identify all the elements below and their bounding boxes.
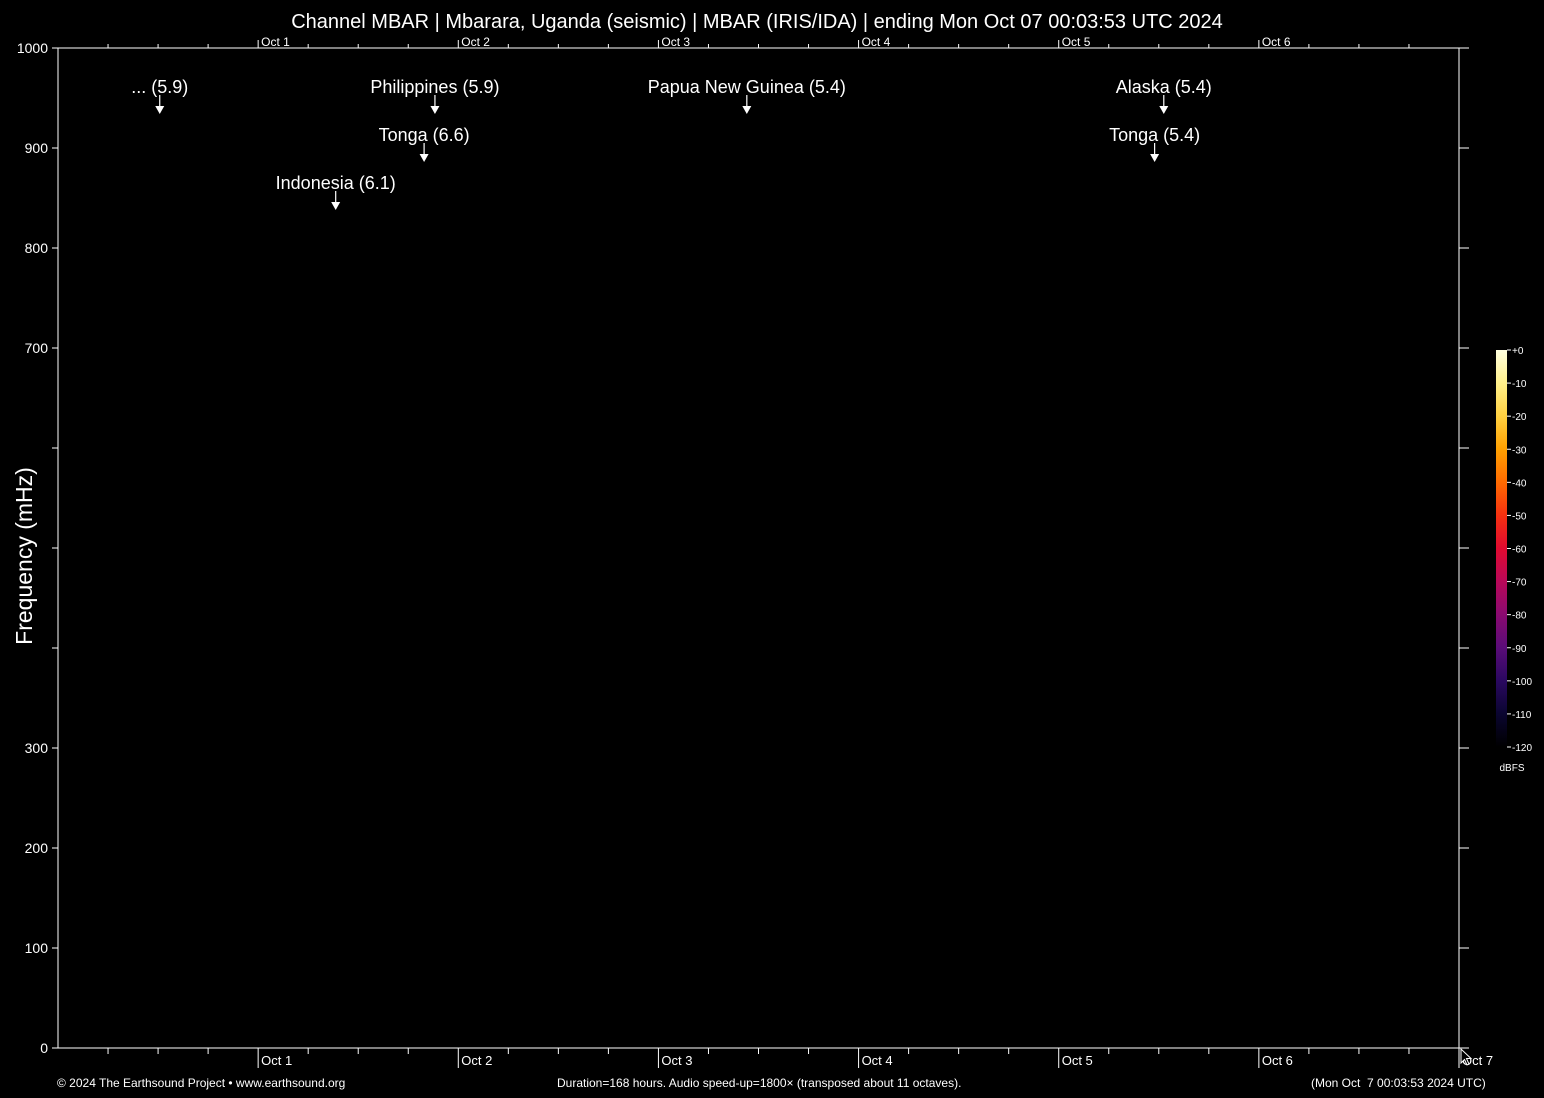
y-tick-label: 700 <box>25 340 49 356</box>
event-arrow-head <box>742 106 752 114</box>
colorbar-unit-label: dBFS <box>1499 763 1524 774</box>
y-tick-label: 800 <box>25 240 49 256</box>
event-label: Papua New Guinea (5.4) <box>648 77 846 97</box>
chart-title: Channel MBAR | Mbarara, Uganda (seismic)… <box>291 11 1223 33</box>
colorbar-tick-label: -50 <box>1512 511 1527 522</box>
colorbar-tick-label: -90 <box>1512 644 1527 655</box>
y-tick-label: 200 <box>25 840 49 856</box>
mouse-cursor-icon <box>1460 1047 1473 1066</box>
event-markers: ... (5.9) Philippines (5.9) Papua New Guin… <box>131 77 1212 210</box>
event-arrow-head <box>1159 106 1169 114</box>
event-arrow-head <box>155 106 165 114</box>
footer-timestamp: (Mon Oct 7 00:03:53 2024 UTC) <box>1311 1076 1486 1090</box>
x-tick-label-bottom: Oct 4 <box>862 1053 893 1068</box>
event-arrow-head <box>331 202 341 210</box>
colorbar-tick-label: -70 <box>1512 578 1527 589</box>
event-label: Alaska (5.4) <box>1116 77 1212 97</box>
x-tick-label-bottom: Oct 5 <box>1062 1053 1093 1068</box>
x-tick-label-top: Oct 3 <box>661 35 690 49</box>
colorbar-tick-label: -110 <box>1512 710 1532 721</box>
y-tick-label: 1000 <box>17 40 48 56</box>
event-label: Philippines (5.9) <box>370 77 499 97</box>
event-label: ... (5.9) <box>131 77 188 97</box>
x-tick-label-bottom: Oct 1 <box>261 1053 292 1068</box>
plot-frame <box>57 47 1460 1049</box>
colorbar-tick-label: -10 <box>1512 379 1527 390</box>
footer-duration: Duration=168 hours. Audio speed-up=1800×… <box>557 1076 962 1090</box>
event-arrow-head <box>1150 154 1160 162</box>
y-tick-label: 0 <box>40 1040 48 1056</box>
x-tick-label-bottom: Oct 6 <box>1262 1053 1293 1068</box>
event-arrow-head <box>430 106 440 114</box>
colorbar-tick-label: -40 <box>1512 478 1527 489</box>
colorbar-gradient <box>1496 350 1507 747</box>
x-tick-label-top: Oct 5 <box>1062 35 1091 49</box>
colorbar: +0 -10 -20 -30 -40 -50 -60 -70 -80 -90 -100 -110 -12… <box>1496 346 1532 774</box>
colorbar-tick-label: +0 <box>1512 346 1524 357</box>
event-label: Indonesia (6.1) <box>276 173 396 193</box>
colorbar-tick-label: -100 <box>1512 677 1532 688</box>
x-tick-label-top: Oct 4 <box>862 35 891 49</box>
colorbar-ticks: +0 -10 -20 -30 -40 -50 -60 -70 -80 -90 -100 -110 -12… <box>1507 346 1532 754</box>
colorbar-tick-label: -30 <box>1512 445 1527 456</box>
y-axis-label: Frequency (mHz) <box>11 467 37 645</box>
event-label: Tonga (6.6) <box>379 125 470 145</box>
x-tick-label-top: Oct 6 <box>1262 35 1291 49</box>
colorbar-tick-label: -80 <box>1512 611 1527 622</box>
event-arrow-head <box>419 154 429 162</box>
x-tick-label-bottom: Oct 2 <box>461 1053 492 1068</box>
x-tick-label-top: Oct 2 <box>461 35 490 49</box>
y-tick-label: 100 <box>25 940 49 956</box>
x-tick-label-bottom: Oct 3 <box>661 1053 692 1068</box>
footer-copyright: © 2024 The Earthsound Project • www.eart… <box>57 1076 346 1090</box>
y-tick-label: 900 <box>25 140 49 156</box>
colorbar-tick-label: -20 <box>1512 412 1527 423</box>
y-axis-ticks: 0 100 200 300 700 800 900 1000 <box>17 40 1469 1056</box>
y-tick-label: 300 <box>25 740 49 756</box>
x-tick-label-top: Oct 1 <box>261 35 290 49</box>
colorbar-tick-label: -60 <box>1512 545 1527 556</box>
colorbar-tick-label: -120 <box>1512 743 1532 754</box>
event-label: Tonga (5.4) <box>1109 125 1200 145</box>
